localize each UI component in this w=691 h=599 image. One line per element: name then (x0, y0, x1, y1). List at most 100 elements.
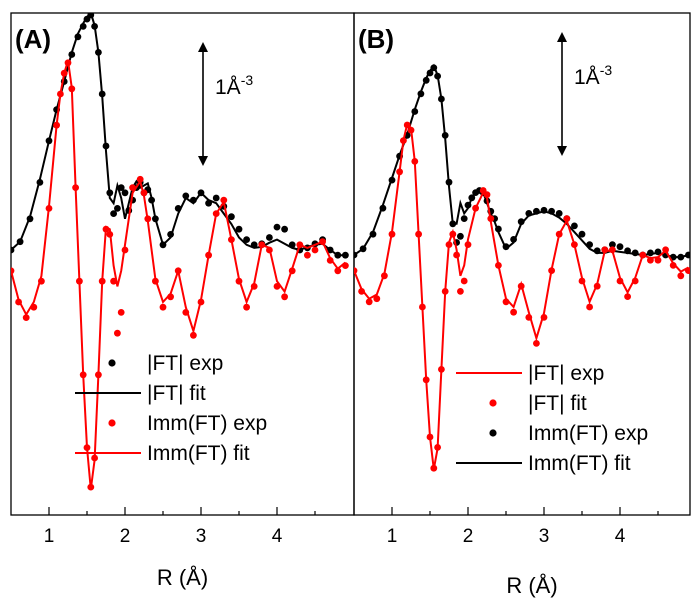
data-point (281, 293, 288, 301)
x-axis-title: R (Å) (506, 573, 557, 598)
scale-bar-label-exp: -3 (600, 62, 613, 78)
legend-label: Imm(FT) exp (528, 422, 648, 445)
series-line (11, 60, 347, 490)
data-point (110, 210, 117, 218)
data-point (457, 232, 464, 240)
data-point (510, 308, 517, 316)
series-ft-exp (11, 13, 349, 259)
legend-entry: |FT| fit (75, 382, 206, 405)
data-point (190, 331, 197, 339)
scale-bar-arrow-up (198, 42, 208, 52)
legend-entry: Imm(FT) fit (75, 442, 250, 465)
legend-label: |FT| fit (147, 382, 206, 405)
legend-marker-dot (489, 429, 497, 437)
data-point (533, 340, 540, 347)
legend: |FT| exp |FT| fit Imm(FT) exp Imm(FT) fit (75, 352, 267, 465)
panel-a: 1 2 3 4 R (Å) (A) 1Å-3 |FT| exp |FT| fit Imm(FT) … (10, 12, 355, 590)
data-point (228, 213, 235, 221)
data-point (220, 196, 228, 204)
data-point (235, 225, 243, 233)
data-point (555, 210, 563, 217)
scale-bar-label: 1Å-3 (574, 62, 612, 89)
scale-bar-arrow-up (557, 32, 567, 42)
legend-entry: Imm(FT) exp (489, 422, 648, 445)
legend-label: Imm(FT) fit (528, 452, 631, 475)
data-point (114, 329, 121, 337)
scale-bar-arrow-down (198, 156, 208, 166)
data-point (182, 192, 190, 200)
x-tick-label: 1 (44, 526, 55, 547)
x-tick-label: 2 (120, 526, 131, 547)
series-line (354, 63, 689, 259)
data-point (365, 298, 373, 306)
data-point (243, 303, 251, 311)
series-imm-ft-exp (354, 121, 690, 472)
data-point (609, 241, 616, 249)
legend-label: Imm(FT) fit (147, 442, 250, 465)
legend-entry: Imm(FT) fit (456, 452, 631, 475)
legend-label: |FT| fit (528, 392, 587, 415)
data-point (677, 272, 685, 280)
data-point (578, 230, 586, 238)
data-point (159, 303, 167, 311)
series-line (11, 13, 346, 257)
legend-entry: |FT| exp (108, 352, 223, 375)
legend-marker-dot (489, 399, 497, 407)
x-axis-title: R (Å) (157, 565, 208, 590)
plot-area (354, 63, 690, 472)
data-point (136, 175, 144, 183)
data-point (624, 293, 631, 300)
data-point (117, 309, 125, 316)
data-point (616, 243, 624, 251)
legend-label: Imm(FT) exp (147, 412, 267, 435)
data-point (304, 251, 311, 259)
legend: |FT| exp |FT| fit Imm(FT) exp Imm(FT) fit (456, 362, 648, 475)
series-line (354, 121, 689, 470)
data-point (373, 295, 381, 303)
x-tick-label: 4 (272, 526, 283, 547)
series-imm-ft-fit (11, 60, 347, 490)
x-tick-label: 4 (615, 526, 626, 547)
data-point (654, 256, 662, 264)
scale-bar-arrow-down (557, 146, 567, 156)
data-point (22, 314, 30, 321)
plot-area (11, 13, 349, 491)
panel-b: 1 2 3 4 R (Å) (B) 1Å-3 |FT| exp |FT| fit Imm(FT) … (353, 12, 691, 598)
scale-bar-label: 1Å-3 (215, 72, 253, 99)
data-point (243, 236, 251, 244)
data-point (114, 205, 121, 212)
data-point (281, 225, 288, 233)
data-point (460, 277, 468, 285)
data-point (311, 246, 319, 254)
scale-bar-label-base: 1Å (215, 76, 241, 99)
data-point (460, 215, 468, 223)
data-point (586, 303, 593, 311)
series-ft-fit (11, 13, 346, 257)
x-tick-label: 3 (539, 526, 550, 547)
legend-marker-dot (108, 419, 116, 427)
panel-label: (B) (358, 24, 394, 54)
legend-entry: Imm(FT) exp (108, 412, 267, 435)
data-point (266, 234, 273, 241)
plot-frame (353, 12, 691, 516)
x-tick-label: 1 (387, 526, 398, 547)
legend-entry: |FT| fit (489, 392, 587, 415)
data-point (571, 222, 578, 230)
data-point (334, 267, 342, 275)
panel-label: (A) (15, 24, 51, 54)
legend-entry: |FT| exp (456, 362, 604, 385)
series-ft-fit (354, 63, 689, 259)
legend-marker-dot (108, 359, 116, 367)
scale-bar-label-base: 1Å (574, 66, 600, 89)
legend-label: |FT| exp (528, 362, 604, 385)
x-tick-label: 3 (196, 526, 207, 547)
x-tick-label: 2 (463, 526, 474, 547)
data-point (121, 189, 129, 197)
scale-bar-label-exp: -3 (241, 72, 254, 88)
data-point (457, 288, 464, 295)
data-point (563, 215, 571, 223)
data-point (273, 223, 281, 231)
series-imm-ft-fit (354, 121, 689, 470)
legend-label: |FT| exp (147, 352, 223, 375)
